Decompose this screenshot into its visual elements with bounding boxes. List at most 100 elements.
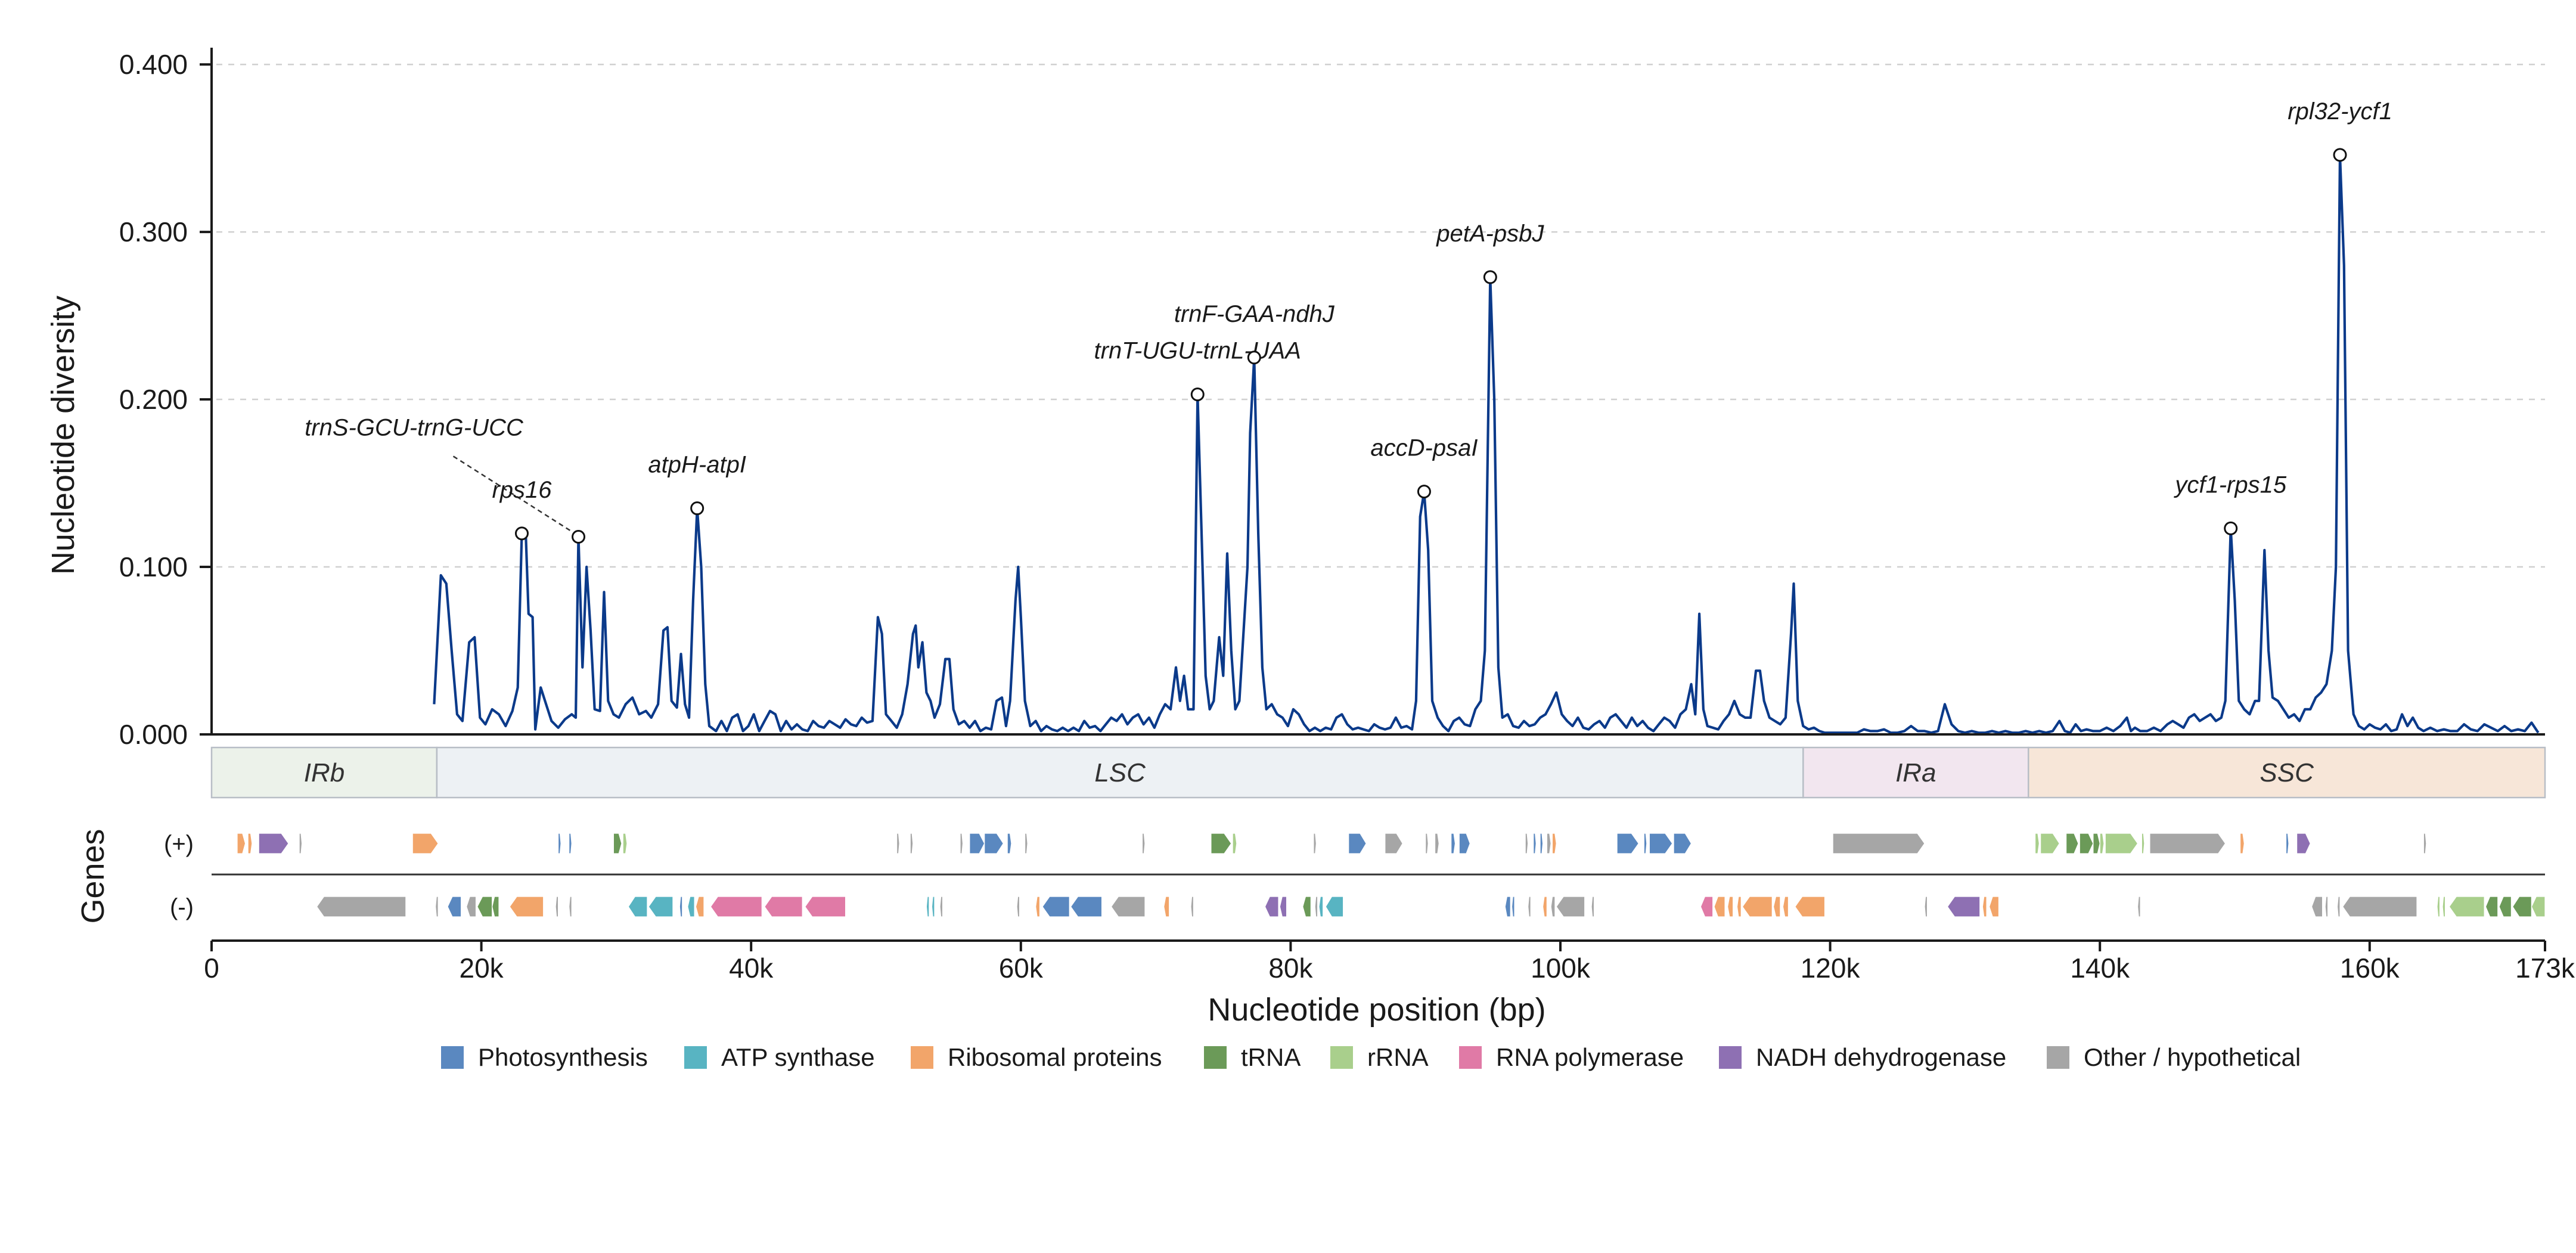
gene-block <box>1035 896 1041 917</box>
legend-swatch <box>441 1046 464 1069</box>
gene-block <box>1302 896 1311 917</box>
peak-label: atpH-atpI <box>648 452 746 478</box>
gene-block <box>1348 833 1367 854</box>
category-legend: Photosynthesis ATP synthase Ribosomal prot… <box>441 1043 2301 1071</box>
gene-block <box>1742 896 1773 917</box>
legend-swatch <box>1719 1046 1742 1069</box>
gene-block <box>764 896 803 917</box>
peak-markers-layer: trnS-GCU-trnG-UCC rps16 atpH-atpI trnT-UGU-… <box>305 98 2392 544</box>
peak-label: ycf1-rps15 <box>2173 472 2286 498</box>
y-tick-label: 0.000 <box>119 719 188 750</box>
gene-block <box>1673 833 1692 854</box>
gene-block <box>1163 896 1170 917</box>
gene-block <box>1924 896 1928 917</box>
gene-track: (+) (-) <box>164 831 2546 920</box>
y-tick-label: 0.300 <box>119 216 188 247</box>
gene-block <box>926 896 930 917</box>
gene-block <box>1782 896 1789 917</box>
x-tick-label: 40k <box>729 953 774 984</box>
legend-swatch <box>684 1046 707 1069</box>
peak-label: rpl32-ycf1 <box>2288 98 2392 125</box>
legend-label: ATP synthase <box>721 1043 875 1071</box>
gene-block <box>1542 896 1547 917</box>
gene-block <box>466 896 477 917</box>
peak-marker <box>514 526 529 541</box>
gene-block <box>1550 896 1556 917</box>
gene-block <box>1989 896 2000 917</box>
x-tick-label: 0 <box>204 953 219 984</box>
gene-block <box>1110 896 1146 917</box>
legend-swatch <box>1204 1046 1227 1069</box>
main-axes <box>210 48 2545 736</box>
gene-block <box>613 833 622 854</box>
gene-block <box>2149 833 2226 854</box>
peak-label: trnS-GCU-trnG-UCC <box>305 414 524 441</box>
gene-block <box>569 896 572 917</box>
gene-block <box>679 896 683 917</box>
gene-block <box>2448 896 2485 917</box>
gene-block <box>2034 833 2040 854</box>
gene-block <box>1700 896 1714 917</box>
region-box <box>436 746 1804 799</box>
gene-block <box>1318 896 1324 917</box>
x-tick-label: 140k <box>2070 953 2130 984</box>
gene-block <box>939 896 944 917</box>
gene-block <box>1773 896 1781 917</box>
legend-label: RNA polymerase <box>1496 1043 1684 1071</box>
gene-block <box>1007 833 1012 854</box>
diversity-line-layer <box>433 153 2540 734</box>
gene-block <box>258 833 289 854</box>
gene-block <box>477 896 493 917</box>
genome-regions-bar: IRb LSC IRa SSC <box>210 746 2546 799</box>
gene-block <box>492 896 499 917</box>
legend-swatch <box>1459 1046 1482 1069</box>
peak-marker <box>1417 485 1431 499</box>
gene-block <box>447 896 462 917</box>
x-tick-label: 20k <box>460 953 504 984</box>
gene-block <box>896 833 900 854</box>
gene-block <box>1434 833 1439 854</box>
legend-label: Ribosomal proteins <box>948 1043 1162 1071</box>
x-tick-label: 60k <box>999 953 1044 984</box>
legend-label: tRNA <box>1241 1043 1301 1071</box>
peak-label: trnT-UGU-trnL-UAA <box>1094 338 1301 364</box>
region-label: IRa <box>1895 758 1936 787</box>
peak-marker <box>1483 270 1497 284</box>
gene-block <box>2512 896 2532 917</box>
gene-block <box>1016 896 1020 917</box>
gene-block <box>1190 896 1194 917</box>
gene-block <box>1024 833 1028 854</box>
peak-label: rps16 <box>492 477 552 503</box>
gene-block <box>569 833 572 854</box>
gene-block <box>1141 833 1146 854</box>
gene-block <box>247 833 253 854</box>
legend-swatch <box>911 1046 933 1069</box>
gene-block <box>1451 833 1456 854</box>
gene-block <box>299 833 303 854</box>
x-axis-title: Nucleotide position (bp) <box>1208 992 1545 1028</box>
x-tick-label: 100k <box>1531 953 1591 984</box>
gene-block <box>2285 833 2289 854</box>
gene-block <box>1314 896 1318 917</box>
gene-block <box>1556 896 1585 917</box>
legend-swatch <box>1330 1046 1353 1069</box>
gene-block <box>931 896 935 917</box>
legend-swatch <box>2047 1046 2069 1069</box>
legend-label: rRNA <box>1367 1043 1429 1071</box>
gene-block <box>2437 896 2441 917</box>
gene-block <box>1504 896 1511 917</box>
legend-label: Other / hypothetical <box>2084 1043 2301 1071</box>
gene-block <box>509 896 544 917</box>
gene-block <box>237 833 246 854</box>
peak-marker <box>1190 387 1205 402</box>
peak-label: trnF-GAA-ndhJ <box>1174 301 1335 327</box>
gene-block <box>1546 833 1551 854</box>
gene-block <box>628 896 648 917</box>
gene-block <box>1533 833 1537 854</box>
peak-marker <box>2333 148 2347 162</box>
gene-block <box>1528 896 1531 917</box>
gene-block <box>1042 896 1070 917</box>
legend-label: NADH dehydrogenase <box>1756 1043 2006 1071</box>
gene-block <box>710 896 762 917</box>
